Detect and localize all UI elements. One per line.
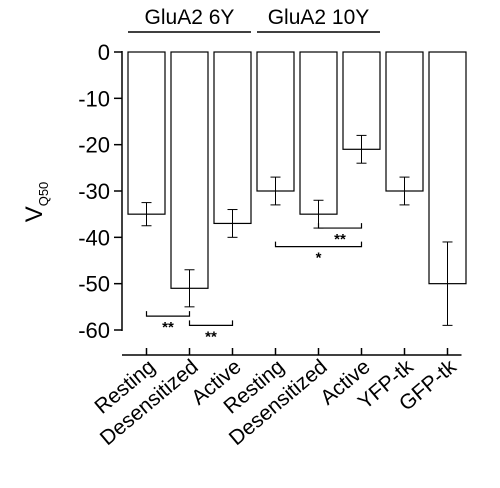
significance-label: *	[316, 250, 322, 267]
y-axis-label: VQ50	[21, 182, 51, 223]
bar	[385, 51, 424, 192]
significance-bracket	[188, 320, 234, 326]
y-axis-label-main: V	[21, 206, 48, 222]
group-label: GluA2 6Y	[145, 6, 235, 29]
y-tick-label: 0	[98, 40, 110, 65]
significance-bracket	[145, 311, 191, 317]
bar	[213, 51, 252, 225]
y-tick-label: -30	[78, 179, 110, 204]
significance-label: **	[162, 319, 174, 336]
significance-bracket	[317, 223, 363, 229]
group-brackets: GluA2 6Y GluA2 10Y	[128, 6, 380, 33]
y-tick-label: -50	[78, 272, 110, 297]
bar-series	[127, 51, 467, 326]
svg-text:VQ50: VQ50	[21, 182, 51, 223]
group-label: GluA2 10Y	[268, 6, 370, 29]
significance-label: **	[334, 231, 346, 248]
bar	[299, 51, 338, 215]
bar	[342, 51, 381, 150]
significance-bracket	[274, 241, 363, 248]
significance-label: **	[205, 328, 217, 345]
y-tick-label: -20	[78, 133, 110, 158]
bar	[127, 51, 166, 215]
y-tick-label: -10	[78, 86, 110, 111]
y-axis: 0 -10 -20 -30 -40 -50 -60	[78, 40, 123, 343]
x-axis: RestingDesensitizedActiveRestingDesensit…	[90, 348, 462, 450]
y-tick-label: -60	[78, 318, 110, 343]
y-tick-label: -40	[78, 225, 110, 250]
significance-markers: *******	[145, 223, 363, 345]
y-axis-label-subscript: Q50	[36, 182, 51, 207]
bar	[170, 51, 209, 289]
bar	[256, 51, 295, 192]
